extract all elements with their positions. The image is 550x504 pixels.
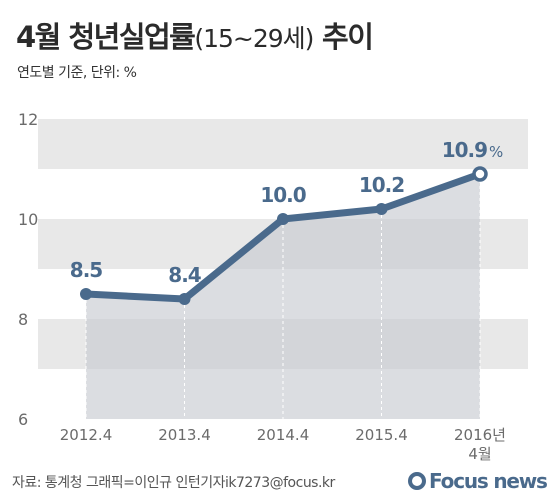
x-tick-label: 2015.4 <box>355 426 408 444</box>
focus-news-logo: Focus news <box>408 466 548 496</box>
data-point <box>375 203 388 215</box>
chart-subtitle: 연도별 기준, 단위: % <box>17 65 137 81</box>
data-label: 8.4 <box>168 263 201 287</box>
chart-title-tail: 추이 <box>313 20 374 54</box>
data-label: 8.5 <box>70 258 103 282</box>
y-tick-label: 6 <box>18 410 28 429</box>
chart-title-paren: (15~29세) <box>194 24 314 53</box>
x-tick-label: 2012.4 <box>60 426 113 444</box>
data-label: 10.0 <box>260 183 305 207</box>
logo-wordmark: Focus news <box>429 469 548 493</box>
chart-area: 6 8 10 12 2012.4 2013.4 2014.4 2015.4 2016년 4월 8.5… <box>18 110 528 463</box>
data-point <box>178 293 191 305</box>
chart-title: 4월 청년실업률(15~29세) 추이 <box>16 14 374 56</box>
data-point <box>472 166 488 182</box>
x-tick-label: 2016년 4월 <box>454 426 506 463</box>
data-point <box>80 288 92 300</box>
focus-logo-icon <box>408 472 426 490</box>
grid-band <box>38 119 528 169</box>
source-credit: 자료: 통계청 그래픽=이인규 인턴기자ik7273@focus.kr <box>12 475 335 491</box>
y-tick-label: 8 <box>18 310 28 329</box>
data-point <box>277 213 289 225</box>
y-tick-label: 10 <box>18 210 38 229</box>
data-label: 10.2 <box>359 173 404 197</box>
chart-title-main: 4월 청년실업률 <box>16 20 196 54</box>
x-tick-label: 2013.4 <box>158 426 211 444</box>
x-tick-label: 2014.4 <box>257 426 310 444</box>
y-tick-label: 12 <box>18 110 38 129</box>
